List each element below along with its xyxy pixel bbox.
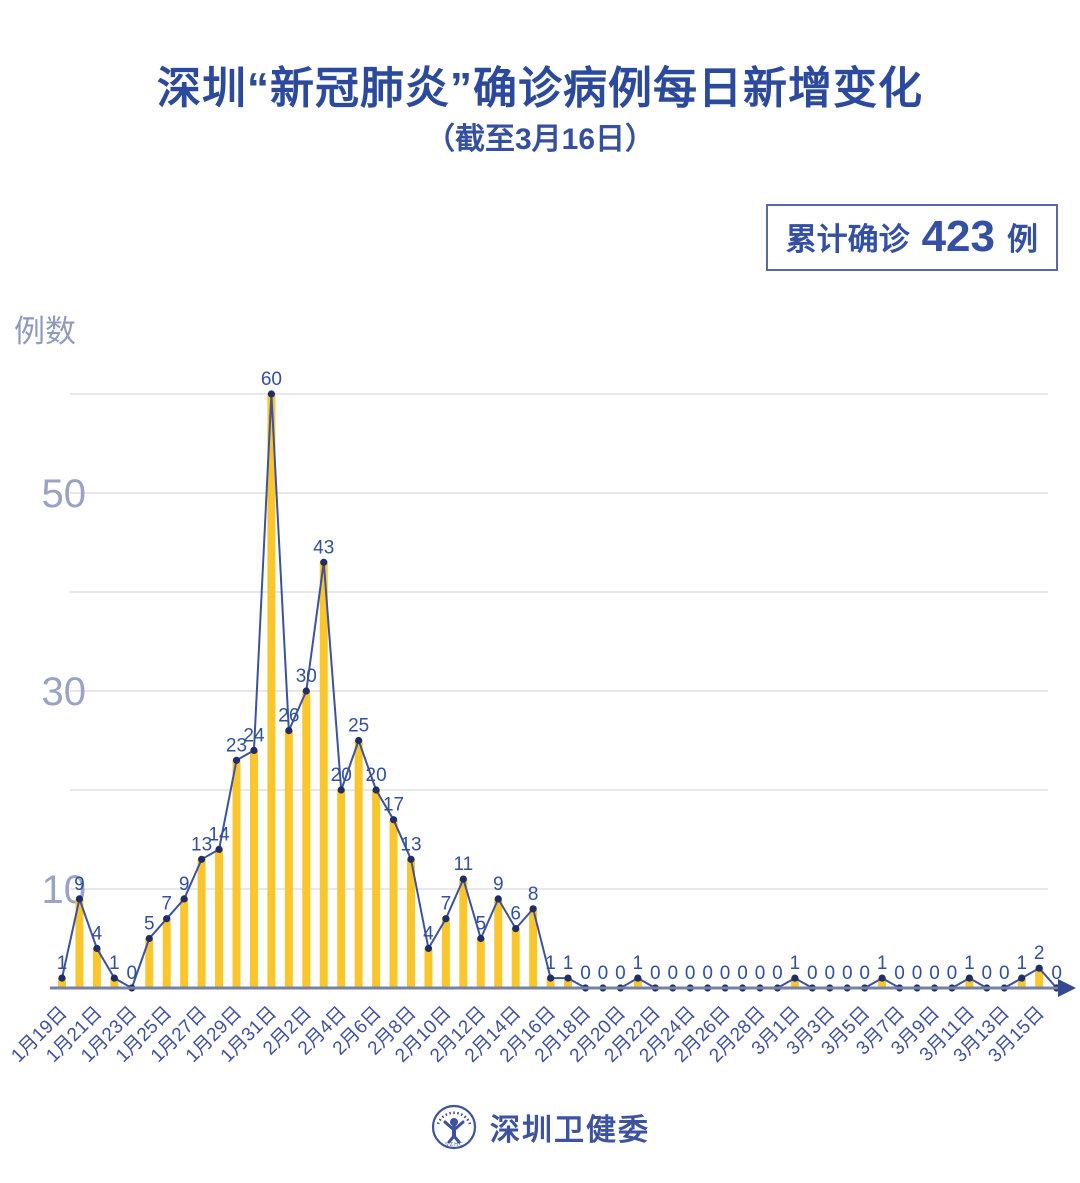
svg-text:23: 23 <box>226 735 247 756</box>
svg-text:2: 2 <box>1034 943 1045 964</box>
svg-text:0: 0 <box>720 963 731 984</box>
svg-text:1: 1 <box>563 953 574 974</box>
svg-text:0: 0 <box>737 963 748 984</box>
svg-text:4: 4 <box>92 923 103 944</box>
y-axis-title: 例数 <box>14 314 76 349</box>
svg-text:0: 0 <box>685 963 696 984</box>
svg-text:25: 25 <box>348 716 369 737</box>
svg-text:30: 30 <box>296 666 317 687</box>
svg-text:0: 0 <box>929 963 940 984</box>
svg-text:0: 0 <box>772 963 783 984</box>
svg-text:1: 1 <box>633 953 644 974</box>
svg-text:13: 13 <box>400 834 421 855</box>
svg-text:5: 5 <box>144 914 155 935</box>
svg-text:0: 0 <box>894 963 905 984</box>
svg-text:0: 0 <box>912 963 923 984</box>
svg-text:0: 0 <box>650 963 661 984</box>
svg-text:43: 43 <box>313 537 334 558</box>
footer: S Z H C 深圳卫健委 <box>0 1103 1080 1151</box>
svg-text:17: 17 <box>383 795 404 816</box>
svg-text:0: 0 <box>598 963 609 984</box>
svg-text:24: 24 <box>243 725 265 746</box>
svg-text:6: 6 <box>510 904 521 925</box>
svg-text:26: 26 <box>278 706 299 727</box>
svg-text:5: 5 <box>476 914 487 935</box>
badge-label: 累计确诊 <box>785 222 910 257</box>
svg-text:0: 0 <box>580 963 591 984</box>
page-subtitle: （截至3月16日） <box>424 123 656 156</box>
svg-text:4: 4 <box>423 923 434 944</box>
svg-text:1: 1 <box>877 953 888 974</box>
svg-text:0: 0 <box>842 963 853 984</box>
svg-text:30: 30 <box>42 670 87 714</box>
svg-text:9: 9 <box>493 874 504 895</box>
svg-text:9: 9 <box>74 874 85 895</box>
svg-text:11: 11 <box>453 854 473 875</box>
svg-text:0: 0 <box>982 963 993 984</box>
svg-text:S Z H C: S Z H C <box>445 1142 463 1148</box>
svg-text:0: 0 <box>667 963 678 984</box>
svg-text:1: 1 <box>57 953 68 974</box>
svg-text:1: 1 <box>545 953 556 974</box>
svg-text:0: 0 <box>999 963 1010 984</box>
health-commission-logo-icon: S Z H C <box>431 1104 477 1150</box>
svg-text:14: 14 <box>208 824 230 845</box>
svg-text:7: 7 <box>441 894 452 915</box>
svg-text:50: 50 <box>42 472 87 516</box>
svg-text:1: 1 <box>790 953 801 974</box>
svg-text:1: 1 <box>109 953 120 974</box>
svg-text:0: 0 <box>807 963 818 984</box>
svg-text:9: 9 <box>179 874 190 895</box>
svg-text:7: 7 <box>161 894 172 915</box>
svg-text:0: 0 <box>947 963 958 984</box>
svg-text:0: 0 <box>702 963 713 984</box>
svg-text:0: 0 <box>859 963 870 984</box>
page-title: 深圳“新冠肺炎”确诊病例每日新增变化 <box>157 64 923 113</box>
svg-text:0: 0 <box>755 963 766 984</box>
footer-brand: 深圳卫健委 <box>490 1114 650 1147</box>
svg-text:0: 0 <box>615 963 626 984</box>
svg-text:20: 20 <box>331 765 352 786</box>
svg-text:1: 1 <box>964 953 975 974</box>
svg-text:13: 13 <box>191 834 212 855</box>
svg-text:60: 60 <box>261 369 282 390</box>
svg-text:0: 0 <box>127 963 138 984</box>
cumulative-total-badge: 累计确诊 423 例 <box>765 204 1058 271</box>
svg-text:1: 1 <box>1016 953 1027 974</box>
svg-text:0: 0 <box>1051 963 1062 984</box>
badge-unit: 例 <box>1007 222 1038 257</box>
badge-value: 423 <box>921 211 995 261</box>
svg-text:8: 8 <box>528 884 539 905</box>
svg-text:20: 20 <box>366 765 387 786</box>
svg-text:0: 0 <box>825 963 836 984</box>
